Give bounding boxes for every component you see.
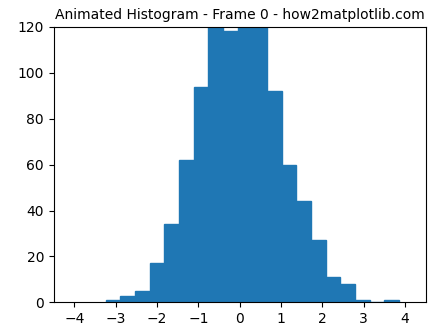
Bar bbox=[223, 32, 237, 302]
Bar bbox=[237, 0, 252, 302]
Bar bbox=[135, 291, 150, 302]
Bar bbox=[164, 224, 179, 302]
Bar bbox=[267, 91, 282, 302]
Bar bbox=[282, 165, 296, 302]
Bar bbox=[384, 300, 399, 302]
Bar bbox=[340, 284, 355, 302]
Bar bbox=[106, 300, 121, 302]
Bar bbox=[311, 241, 326, 302]
Bar bbox=[296, 201, 311, 302]
Bar bbox=[355, 300, 370, 302]
Bar bbox=[252, 0, 267, 302]
Bar bbox=[121, 296, 135, 302]
Bar bbox=[194, 87, 208, 302]
Title: Animated Histogram - Frame 0 - how2matplotlib.com: Animated Histogram - Frame 0 - how2matpl… bbox=[55, 7, 425, 22]
Bar bbox=[150, 263, 164, 302]
Bar bbox=[326, 277, 340, 302]
Bar bbox=[179, 160, 194, 302]
Bar bbox=[208, 0, 223, 302]
